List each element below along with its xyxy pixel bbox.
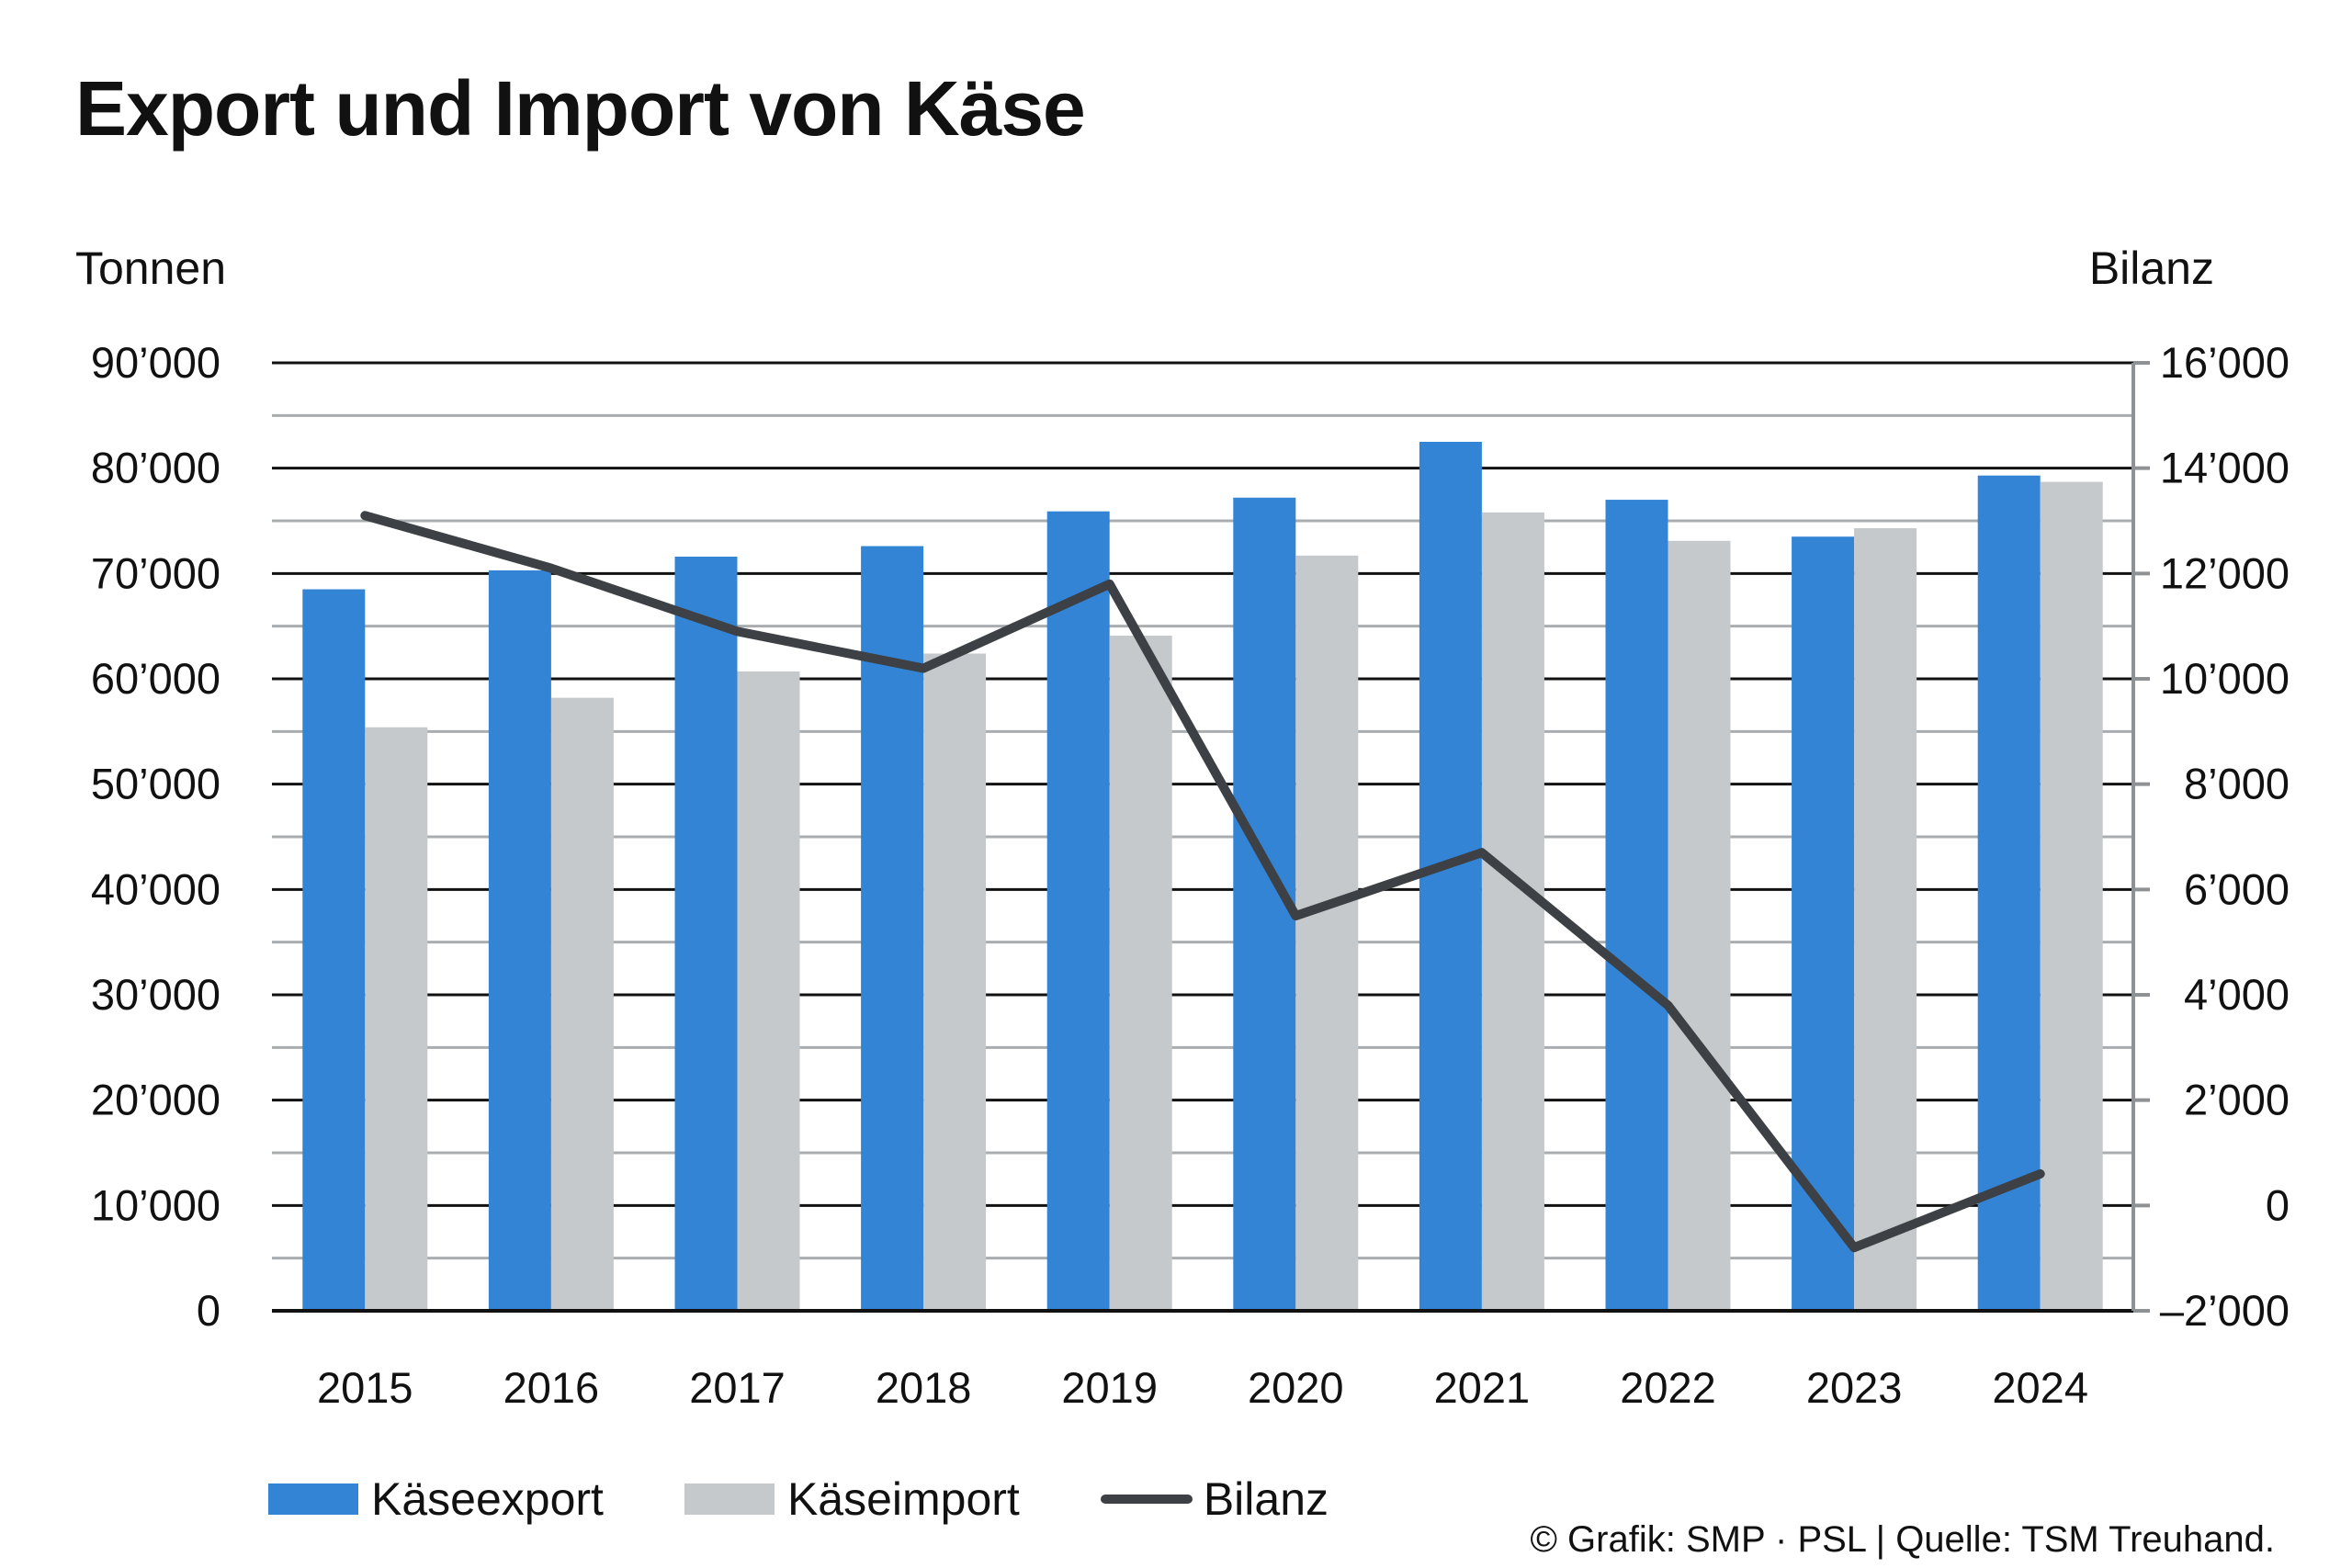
- legend-item-export: Käseexport: [268, 1472, 604, 1526]
- bar-kaeseexport-2022: [1605, 500, 1668, 1311]
- point-bilanz-2024: [2039, 1172, 2041, 1175]
- x-tick-label: 2023: [1806, 1363, 1903, 1412]
- legend-label-import: Käseimport: [786, 1473, 1020, 1525]
- bar-kaeseimport-2024: [2040, 481, 2103, 1311]
- bar-kaeseexport-2024: [1977, 475, 2041, 1311]
- left-tick-label: 0: [197, 1286, 220, 1335]
- left-tick-label: 40’000: [91, 864, 220, 913]
- bar-kaeseimport-2020: [1295, 555, 1359, 1311]
- x-tick-label: 2019: [1061, 1363, 1158, 1412]
- bar-kaeseexport-2015: [302, 589, 366, 1311]
- point-bilanz-2021: [1480, 852, 1483, 854]
- right-tick-label: 2’000: [2184, 1076, 2290, 1124]
- point-bilanz-2018: [922, 667, 925, 670]
- left-tick-label: 70’000: [91, 548, 220, 597]
- left-axis-label: Tonnen: [75, 243, 226, 294]
- right-tick-label: 14’000: [2160, 444, 2290, 492]
- right-tick-label: 4’000: [2184, 970, 2290, 1019]
- legend-label-bilanz: Bilanz: [1203, 1473, 1329, 1525]
- bar-kaeseexport-2023: [1792, 536, 1855, 1311]
- axes: [272, 361, 2150, 1313]
- legend-swatch-export: [268, 1483, 358, 1515]
- legend: Käseexport Käseimport Bilanz: [268, 1472, 1409, 1526]
- right-tick-label: 16’000: [2160, 338, 2290, 387]
- left-tick-label: 90’000: [91, 338, 220, 387]
- legend-label-export: Käseexport: [371, 1473, 604, 1525]
- right-tick-label: 0: [2266, 1180, 2290, 1229]
- point-bilanz-2022: [1667, 1004, 1669, 1007]
- point-bilanz-2020: [1295, 915, 1297, 917]
- x-tick-label: 2020: [1248, 1363, 1344, 1412]
- legend-swatch-bilanz: [1100, 1495, 1193, 1504]
- x-tick-label: 2017: [689, 1363, 786, 1412]
- bar-kaeseexport-2021: [1419, 442, 1482, 1311]
- bar-kaeseimport-2015: [365, 727, 428, 1311]
- legend-item-bilanz: Bilanz: [1100, 1472, 1329, 1526]
- right-tick-label: 6’000: [2184, 864, 2290, 913]
- bar-kaeseimport-2019: [1109, 635, 1172, 1311]
- point-bilanz-2019: [1108, 582, 1111, 585]
- point-bilanz-2016: [549, 567, 552, 570]
- x-tick-label: 2022: [1620, 1363, 1716, 1412]
- bar-kaeseimport-2022: [1668, 540, 1731, 1311]
- chart-title: Export und Import von Käse: [75, 65, 1086, 152]
- bars: [302, 442, 2103, 1311]
- right-tick-label: 8’000: [2184, 760, 2290, 808]
- bar-kaeseimport-2016: [550, 697, 614, 1311]
- bar-kaeseimport-2021: [1481, 512, 1544, 1311]
- bar-kaeseimport-2017: [737, 671, 800, 1311]
- credits: © Grafik: SMP · PSL | Quelle: TSM Treuha…: [1530, 1519, 2275, 1560]
- bar-kaeseexport-2019: [1046, 511, 1110, 1311]
- legend-swatch-import: [684, 1483, 775, 1515]
- left-tick-label: 50’000: [91, 760, 220, 808]
- x-tick-label: 2018: [876, 1363, 972, 1412]
- point-bilanz-2017: [736, 630, 739, 633]
- bar-kaeseexport-2017: [674, 556, 738, 1311]
- point-bilanz-2015: [364, 514, 367, 517]
- line-bilanz: [360, 511, 2045, 1253]
- bar-kaeseimport-2023: [1854, 528, 1917, 1311]
- left-tick-label: 20’000: [91, 1076, 220, 1124]
- right-tick-label: 12’000: [2160, 548, 2290, 597]
- x-tick-label: 2021: [1434, 1363, 1531, 1412]
- left-tick-label: 80’000: [91, 444, 220, 492]
- x-tick-label: 2015: [317, 1363, 413, 1412]
- left-tick-label: 30’000: [91, 970, 220, 1019]
- right-tick-label: 10’000: [2160, 654, 2290, 703]
- left-tick-label: 10’000: [91, 1180, 220, 1229]
- bar-kaeseimport-2018: [923, 653, 987, 1311]
- bar-kaeseexport-2016: [488, 570, 551, 1311]
- bilanz-line: [360, 511, 2045, 1253]
- x-tick-label: 2024: [1992, 1363, 2088, 1412]
- axis-labels: 0 10’000 20’000 30’000 40’000 50’000 60’000 70’…: [75, 243, 2290, 1412]
- x-tick-label: 2016: [503, 1363, 600, 1412]
- right-axis-label: Bilanz: [2089, 243, 2214, 294]
- bar-kaeseexport-2018: [861, 546, 924, 1311]
- left-tick-label: 60’000: [91, 654, 220, 703]
- legend-item-import: Käseimport: [684, 1472, 1020, 1526]
- right-tick-label: –2’000: [2160, 1286, 2290, 1335]
- point-bilanz-2023: [1853, 1247, 1856, 1249]
